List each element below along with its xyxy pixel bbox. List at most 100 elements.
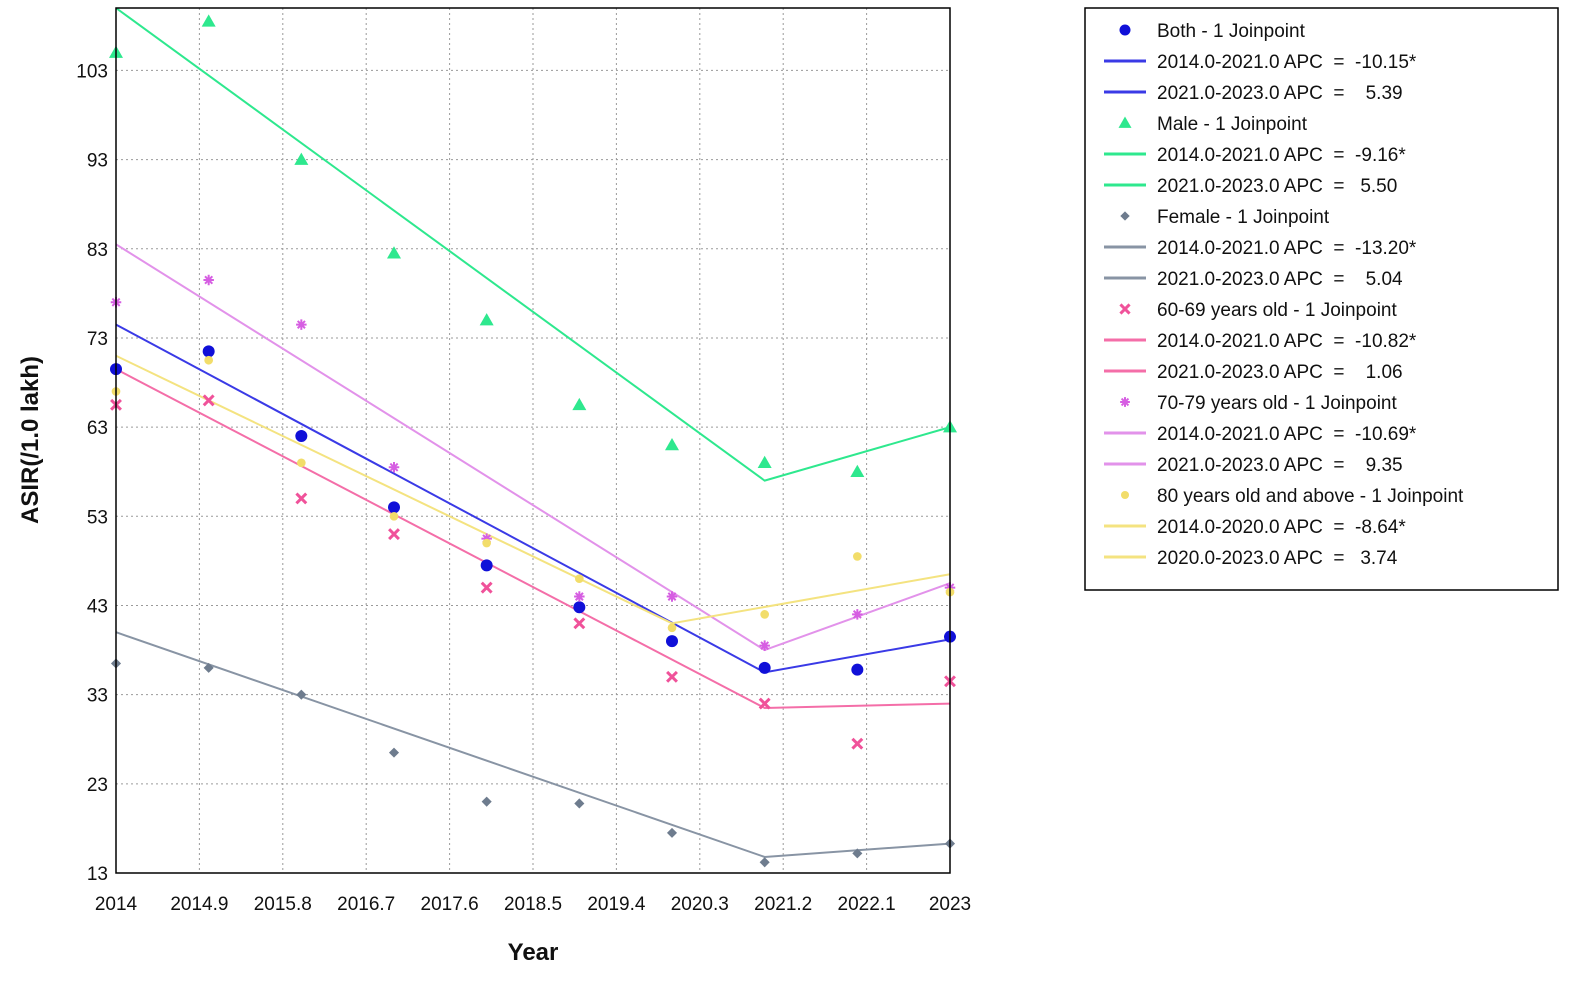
x-tick-label: 2021.2 [754, 894, 812, 915]
x-tick-label: 2017.6 [421, 894, 479, 915]
data-point [666, 635, 678, 648]
y-tick-label: 73 [87, 329, 108, 350]
data-point [296, 319, 307, 330]
data-point [667, 623, 677, 633]
y-tick-label: 33 [87, 686, 108, 707]
x-tick-label: 2020.3 [671, 894, 729, 915]
x-tick-label: 2022.1 [838, 894, 896, 915]
x-tick-label: 2015.8 [254, 894, 312, 915]
legend-entry-label: Both - 1 Joinpoint [1157, 21, 1306, 42]
data-point [388, 747, 400, 758]
x-tick-labels: 2014 2014.9 2015.8 2016.7 2017.6 2018.5 2019.4… [95, 894, 971, 915]
fitted-line [115, 368, 951, 710]
data-point [479, 313, 494, 326]
data-point [574, 574, 584, 584]
y-tick-label: 53 [87, 507, 108, 528]
data-point [480, 581, 493, 594]
data-point [574, 798, 585, 809]
fitted-line [115, 7, 951, 482]
data-point [852, 552, 862, 561]
data-point [851, 737, 864, 750]
data-point [1119, 24, 1131, 36]
x-tick-label: 2018.5 [504, 894, 562, 915]
data-point [851, 663, 864, 676]
plot-frame [115, 7, 951, 874]
data-point [202, 394, 215, 407]
data-point [480, 559, 493, 572]
y-tick-labels: 13 23 33 43 53 63 73 83 93 103 [76, 61, 108, 885]
legend-segment-label: 2020.0-2023.0 APC = 3.74 [1157, 548, 1398, 569]
legend-items: Both - 1 Joinpoint 2014.0-2021.0 APC = -1… [1104, 21, 1464, 569]
data-point [201, 14, 216, 27]
x-tick-label: 2014 [95, 894, 138, 915]
data-point [294, 152, 309, 165]
data-point [666, 827, 678, 838]
y-axis-title: ASIR(/1.0 lakh) [17, 356, 44, 524]
legend-segment-label: 2014.0-2021.0 APC = -13.20* [1157, 238, 1417, 259]
y-tick-label: 93 [87, 151, 108, 172]
data-point [852, 609, 863, 620]
legend-segment-label: 2014.0-2020.0 APC = -8.64* [1157, 517, 1406, 538]
fitted-line [115, 354, 951, 625]
legend-entry-label: 80 years old and above - 1 Joinpoint [1157, 486, 1464, 507]
data-point [759, 857, 770, 868]
x-tick-label: 2016.7 [337, 894, 395, 915]
data-point [760, 610, 770, 619]
data-point [757, 455, 772, 469]
fitted-line [115, 631, 951, 858]
observed-markers [109, 14, 957, 868]
data-point [295, 492, 308, 505]
y-tick-label: 103 [76, 61, 108, 82]
data-point [1119, 303, 1131, 315]
x-tick-label: 2019.4 [587, 894, 646, 915]
data-point [387, 246, 401, 259]
data-point [573, 601, 586, 614]
legend-entry-label: 60-69 years old - 1 Joinpoint [1157, 300, 1397, 321]
data-point [665, 437, 679, 451]
legend-segment-label: 2021.0-2023.0 APC = 5.39 [1157, 83, 1403, 104]
legend-segment-label: 2021.0-2023.0 APC = 1.06 [1157, 362, 1403, 383]
data-point [666, 670, 678, 683]
legend-segment-label: 2014.0-2021.0 APC = -10.15* [1157, 52, 1417, 73]
data-point [1120, 397, 1130, 407]
data-point [202, 345, 215, 358]
data-point [481, 533, 492, 544]
data-point [203, 662, 214, 673]
x-tick-label: 2023 [929, 894, 971, 915]
data-point [388, 528, 400, 541]
data-point [482, 538, 492, 548]
data-point [295, 430, 308, 443]
data-point [572, 397, 587, 411]
legend-entry-label: Male - 1 Joinpoint [1157, 114, 1308, 135]
y-tick-label: 63 [87, 418, 108, 439]
legend-segment-label: 2014.0-2021.0 APC = -9.16* [1157, 145, 1406, 166]
legend-segment-label: 2021.0-2023.0 APC = 5.04 [1157, 269, 1403, 290]
data-point [296, 689, 307, 700]
data-point [574, 591, 585, 602]
y-tick-label: 43 [87, 596, 108, 617]
data-point [1120, 211, 1130, 221]
legend-entry-label: Female - 1 Joinpoint [1157, 207, 1330, 228]
y-tick-label: 13 [87, 864, 108, 885]
data-point [573, 617, 586, 630]
legend: Both - 1 Joinpoint 2014.0-2021.0 APC = -1… [1084, 7, 1559, 591]
legend-segment-label: 2021.0-2023.0 APC = 5.50 [1157, 176, 1397, 197]
data-point [296, 458, 306, 468]
data-point [389, 511, 399, 521]
data-point [850, 464, 865, 477]
legend-frame [1084, 7, 1559, 591]
legend-segment-label: 2014.0-2021.0 APC = -10.82* [1157, 331, 1417, 352]
data-point [388, 501, 400, 514]
data-point [388, 462, 400, 473]
data-point [1120, 490, 1130, 500]
legend-segment-label: 2021.0-2023.0 APC = 9.35 [1157, 455, 1403, 476]
data-point [758, 697, 771, 710]
x-axis-title: Year [508, 939, 559, 966]
data-point [758, 661, 771, 674]
data-point [204, 355, 214, 365]
data-point [666, 591, 678, 602]
data-point [759, 640, 770, 651]
y-tick-label: 83 [87, 240, 108, 261]
x-tick-label: 2014.9 [170, 894, 228, 915]
